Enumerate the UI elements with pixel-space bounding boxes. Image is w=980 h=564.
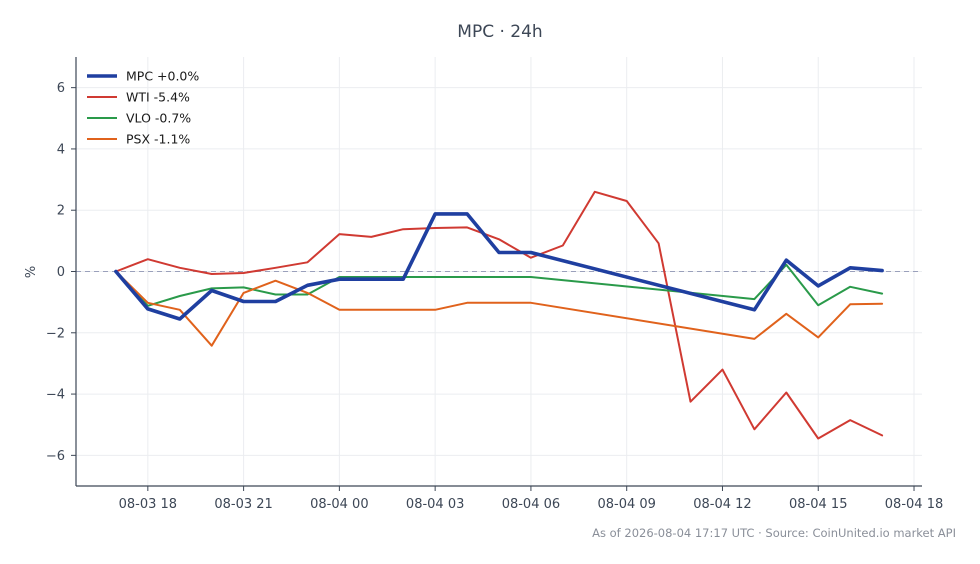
legend-label: VLO -0.7% xyxy=(126,111,191,126)
footer-source: As of 2026-08-04 17:17 UTC · Source: Coi… xyxy=(592,526,956,540)
legend-label: MPC +0.0% xyxy=(126,69,199,84)
y-tick-label: −6 xyxy=(46,449,65,464)
y-axis-label: % xyxy=(24,266,39,278)
legend-label: PSX -1.1% xyxy=(126,132,190,147)
x-tick-label: 08-04 03 xyxy=(406,497,464,512)
series-line-vlo xyxy=(114,263,884,307)
y-tick-label: −2 xyxy=(46,326,65,341)
x-tick-label: 08-04 09 xyxy=(597,497,655,512)
y-tick-label: 4 xyxy=(57,142,65,157)
x-tick-label: 08-03 18 xyxy=(119,497,177,512)
y-tick-label: 0 xyxy=(57,265,65,280)
x-tick-label: 08-04 00 xyxy=(310,497,368,512)
chart-title: MPC · 24h xyxy=(457,22,542,42)
x-tick-label: 08-04 12 xyxy=(693,497,751,512)
y-tick-label: −4 xyxy=(46,388,65,403)
legend: MPC +0.0% WTI -5.4% VLO -0.7% PSX -1.1% xyxy=(87,69,199,147)
series-line-mpc xyxy=(114,212,884,321)
y-tick-label: 2 xyxy=(57,204,65,219)
x-tick-label: 08-04 18 xyxy=(885,497,943,512)
x-tick-label: 08-03 21 xyxy=(214,497,272,512)
series-lines xyxy=(114,190,884,440)
x-tick-label: 08-04 06 xyxy=(502,497,560,512)
x-tick-label: 08-04 15 xyxy=(789,497,847,512)
y-axis-ticks: 6 4 2 0 −2 −4 −6 xyxy=(46,81,76,464)
series-line-psx xyxy=(114,270,884,347)
series-line-wti xyxy=(114,190,884,440)
x-axis-ticks: 08-03 18 08-03 21 08-04 00 08-04 03 08-04 06… xyxy=(119,486,943,512)
y-tick-label: 6 xyxy=(57,81,65,96)
legend-label: WTI -5.4% xyxy=(126,90,190,105)
